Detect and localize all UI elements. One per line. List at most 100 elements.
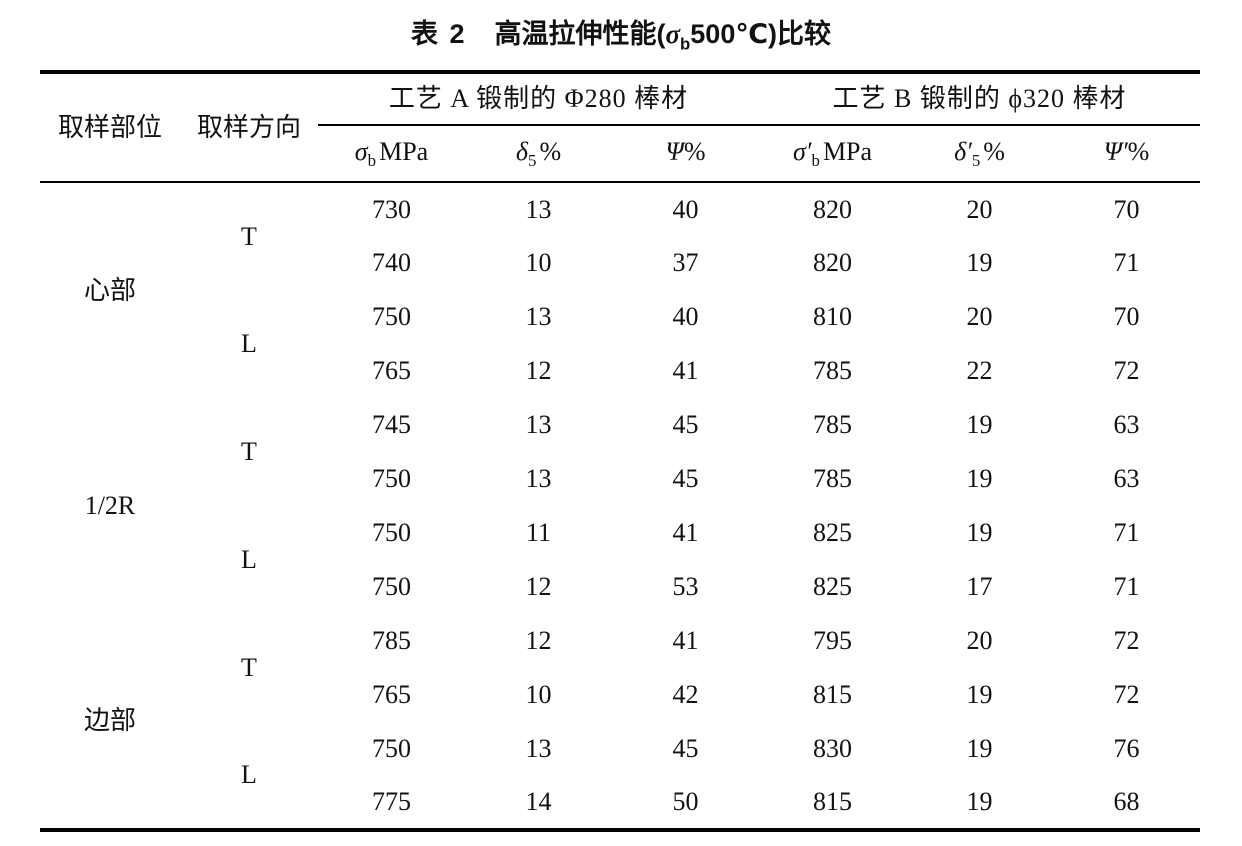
cell-value: 13 <box>525 410 552 440</box>
cell-value: 40 <box>672 302 699 332</box>
cell-value: 19 <box>966 464 993 494</box>
cell-value: 13 <box>525 734 552 764</box>
cell-value: 19 <box>966 787 993 817</box>
unit-label: MPa <box>822 136 873 166</box>
cell-value: 10 <box>525 680 552 710</box>
cell-value: 19 <box>966 410 993 440</box>
table-row: 边部 T 785 12 41 795 20 72 <box>40 614 1200 734</box>
column-header-delta-b: δ′5% <box>906 125 1054 183</box>
cell-value: 19 <box>966 680 993 710</box>
cell-value: 750 <box>372 518 411 548</box>
table-row: L 750 11 41 825 19 71 <box>40 506 1200 573</box>
cell-value: 41 <box>672 518 699 548</box>
cell-direction: T <box>241 653 257 683</box>
cell-value: 11 <box>525 518 552 548</box>
cell-location: 心部 <box>83 275 136 305</box>
column-group-process-b: 工艺 B 锻制的 ϕ320 棒材 <box>759 72 1201 126</box>
cell-value: 40 <box>672 194 699 224</box>
column-header-sigma-b: σ′b MPa <box>759 125 907 183</box>
cell-value: 45 <box>672 464 699 494</box>
cell-value: 730 <box>372 194 411 224</box>
cell-value: 68 <box>1113 787 1140 817</box>
cell-value: 42 <box>672 680 699 710</box>
table-number: 表 2 <box>410 19 467 49</box>
cell-value: 19 <box>966 518 993 548</box>
subscript: 5 <box>971 150 981 170</box>
cell-value: 22 <box>966 356 993 386</box>
cell-value: 20 <box>966 626 993 656</box>
cell-value: 775 <box>372 787 411 817</box>
unit-label: % <box>683 136 706 166</box>
cell-value: 72 <box>1113 626 1140 656</box>
cell-value: 53 <box>672 572 699 602</box>
table-row: 775 14 50 815 19 68 <box>40 776 1200 830</box>
cell-location: 1/2R <box>84 491 136 521</box>
cell-value: 63 <box>1113 464 1140 494</box>
psi-prime-symbol: Ψ′ <box>1103 136 1128 166</box>
cell-value: 71 <box>1113 518 1140 548</box>
cell-value: 19 <box>966 734 993 764</box>
title-text-after: 500℃)比较 <box>690 19 832 49</box>
cell-value: 795 <box>813 626 853 656</box>
cell-direction: T <box>241 221 257 251</box>
cell-value: 785 <box>813 464 853 494</box>
table-row: 740 10 37 820 19 71 <box>40 236 1200 290</box>
table-row: 765 10 42 815 19 72 <box>40 668 1200 722</box>
header-sub-row: σb MPa δ5% Ψ% σ′b MPa δ′5% Ψ′% <box>40 125 1201 183</box>
cell-direction: L <box>241 329 257 359</box>
cell-value: 10 <box>525 248 552 278</box>
cell-value: 750 <box>372 464 411 494</box>
cell-value: 815 <box>813 680 853 710</box>
cell-value: 20 <box>966 302 993 332</box>
table-row: 1/2R T 745 13 45 785 19 63 <box>40 398 1200 519</box>
cell-location: 边部 <box>83 706 136 736</box>
cell-value: 41 <box>672 626 699 656</box>
cell-value: 765 <box>372 356 411 386</box>
cell-value: 740 <box>372 248 411 278</box>
table-row: L 750 13 40 810 20 70 <box>40 290 1200 357</box>
data-table: 取样部位 取样方向 工艺 A 锻制的 Φ280 棒材 工艺 B 锻制的 ϕ320… <box>40 70 1201 832</box>
sigma-symbol: σ <box>665 19 681 49</box>
psi-symbol: Ψ <box>665 136 684 166</box>
subscript: b <box>367 150 377 170</box>
cell-value: 810 <box>813 302 853 332</box>
cell-direction: L <box>241 545 257 575</box>
sigma-prime-symbol: σ′ <box>792 136 812 166</box>
table-row: 心部 T 730 13 40 820 20 70 <box>40 182 1200 304</box>
sigma-symbol: σ <box>354 136 368 166</box>
title-text-before: 高温拉伸性能( <box>494 19 666 49</box>
cell-value: 750 <box>372 734 411 764</box>
cell-value: 50 <box>672 787 699 817</box>
cell-value: 765 <box>372 680 411 710</box>
table-row: 750 13 45 785 19 63 <box>40 452 1200 506</box>
cell-value: 825 <box>813 518 853 548</box>
table-title: 表 2 高温拉伸性能(σb500℃)比较 <box>0 12 1242 54</box>
cell-value: 14 <box>525 787 552 817</box>
cell-value: 750 <box>372 302 411 332</box>
table-row: L 750 13 45 830 19 76 <box>40 722 1200 788</box>
column-header-psi-a: Ψ% <box>612 125 760 183</box>
cell-value: 71 <box>1113 572 1140 602</box>
delta-prime-symbol: δ′ <box>954 136 972 166</box>
cell-value: 45 <box>672 734 699 764</box>
cell-value: 19 <box>966 248 993 278</box>
cell-value: 12 <box>525 626 552 656</box>
cell-value: 41 <box>672 356 699 386</box>
cell-value: 12 <box>525 356 552 386</box>
unit-label: % <box>983 136 1005 166</box>
cell-value: 63 <box>1113 410 1140 440</box>
cell-value: 785 <box>813 410 853 440</box>
column-header-sigma-a: σb MPa <box>318 125 465 183</box>
cell-value: 72 <box>1113 356 1140 386</box>
cell-value: 785 <box>372 626 411 656</box>
cell-value: 13 <box>525 194 552 224</box>
cell-value: 72 <box>1113 680 1140 710</box>
cell-value: 825 <box>813 572 853 602</box>
cell-direction: T <box>241 437 257 467</box>
unit-label: MPa <box>379 136 429 166</box>
cell-direction: L <box>241 760 257 790</box>
cell-value: 745 <box>372 410 411 440</box>
header-group-row: 取样部位 取样方向 工艺 A 锻制的 Φ280 棒材 工艺 B 锻制的 ϕ320… <box>40 72 1201 183</box>
cell-value: 820 <box>813 248 853 278</box>
